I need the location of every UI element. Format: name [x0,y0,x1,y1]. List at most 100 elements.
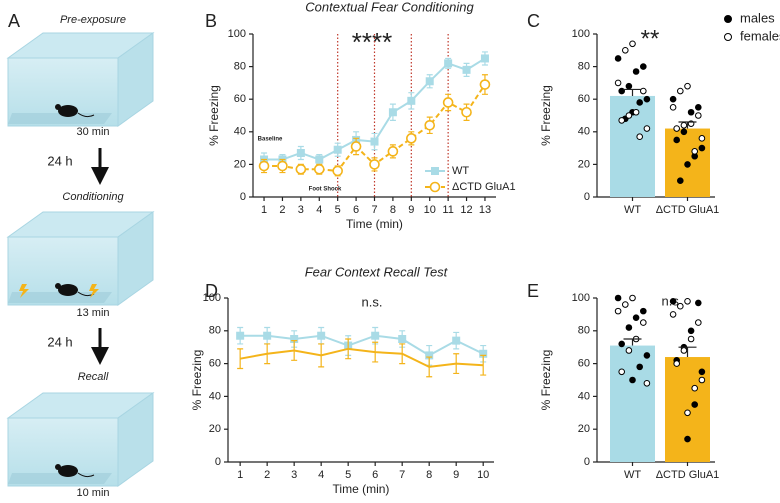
marker [442,97,454,108]
data-point [625,82,633,90]
y-tick-label: 60 [578,358,590,370]
y-tick-label: 0 [240,191,246,203]
shock-icon [19,284,29,298]
chamber [7,392,154,487]
data-point [614,55,622,62]
annotation: n.s. [362,294,383,309]
x-tick-label: 10 [424,204,436,216]
marker [461,106,472,118]
marker [332,165,343,177]
data-point [618,340,626,348]
error-bar [678,121,697,129]
marker [479,79,491,90]
data-point [640,319,647,326]
legend-label: ΔCTD GluA1 [452,181,516,193]
data-point [629,40,636,48]
x-tick-label: 2 [264,469,270,481]
chart-title: Fear Context Recall Test [305,264,449,279]
marker [398,335,407,343]
x-tick-label: 2 [279,204,285,216]
data-point [695,319,702,326]
data-point [643,352,651,359]
data-point [636,99,644,106]
legend-marker [724,15,732,23]
y-tick-label: 100 [572,28,590,40]
panel-letter: D [205,281,218,301]
legend-label: males [740,10,775,25]
x-tick-label: 1 [237,469,243,481]
marker [315,155,324,164]
y-tick-label: 80 [209,325,221,337]
chamber [7,211,154,306]
x-tick-label: 4 [318,469,324,481]
marker [370,137,379,146]
data-point [684,409,691,417]
data-point [636,133,644,140]
data-point [698,144,706,152]
marker [258,160,270,172]
data-point [680,121,688,129]
data-point [614,307,622,315]
step-duration: 10 min [76,487,109,499]
data-point [622,301,629,308]
marker [425,351,434,360]
marker [425,77,434,86]
interval-label: 24 h [47,153,72,168]
x-tick-label: 6 [353,204,359,216]
x-tick-label: 8 [390,204,396,216]
data-point [684,435,691,443]
step-label: Pre-exposure [60,14,126,26]
marker [296,148,305,157]
error-bar [623,88,642,96]
shock-icon [89,284,99,298]
panel-letter: B [205,11,217,31]
data-point [629,376,636,384]
data-point [695,104,702,111]
x-axis-label: Time (min) [333,482,390,496]
marker [462,65,471,74]
y-tick-label: 40 [234,126,246,138]
data-point [698,368,706,376]
data-point [618,87,626,95]
y-tick-label: 60 [209,358,221,370]
data-point [687,108,695,116]
y-tick-label: 80 [578,325,590,337]
y-axis-label: % Freezing [539,85,553,146]
error-bar [678,346,697,358]
step-label: Conditioning [62,191,124,203]
y-tick-label: 100 [203,292,221,304]
x-tick-label: 5 [335,204,341,216]
marker [479,349,488,358]
data-point [618,117,626,124]
x-tick-label: WT [624,204,641,216]
marker [371,331,380,340]
data-point [691,148,699,155]
y-tick-label: 60 [578,93,590,105]
marker [424,119,436,131]
x-tick-label: WT [624,469,641,481]
x-tick-label: ΔCTD GluA1 [656,469,720,481]
data-point [640,307,647,315]
data-point [643,95,651,103]
marker [350,141,362,152]
marker [452,336,461,345]
data-point [669,104,677,111]
data-point [698,135,706,142]
y-tick-label: 40 [209,390,221,402]
x-tick-label: 1 [261,204,267,216]
y-tick-label: 0 [584,191,590,203]
y-tick-label: 60 [234,93,246,105]
data-point [684,297,691,305]
x-tick-label: 4 [316,204,322,216]
legend-marker [724,33,732,41]
x-tick-label: 5 [345,469,351,481]
marker [369,159,380,170]
data-point [618,368,626,376]
data-point [677,302,684,310]
marker [313,163,325,175]
marker [388,108,397,117]
marker [236,331,245,340]
x-axis-label: Time (min) [346,217,403,231]
x-tick-label: 9 [408,204,414,216]
x-tick-label: 11 [442,204,453,216]
